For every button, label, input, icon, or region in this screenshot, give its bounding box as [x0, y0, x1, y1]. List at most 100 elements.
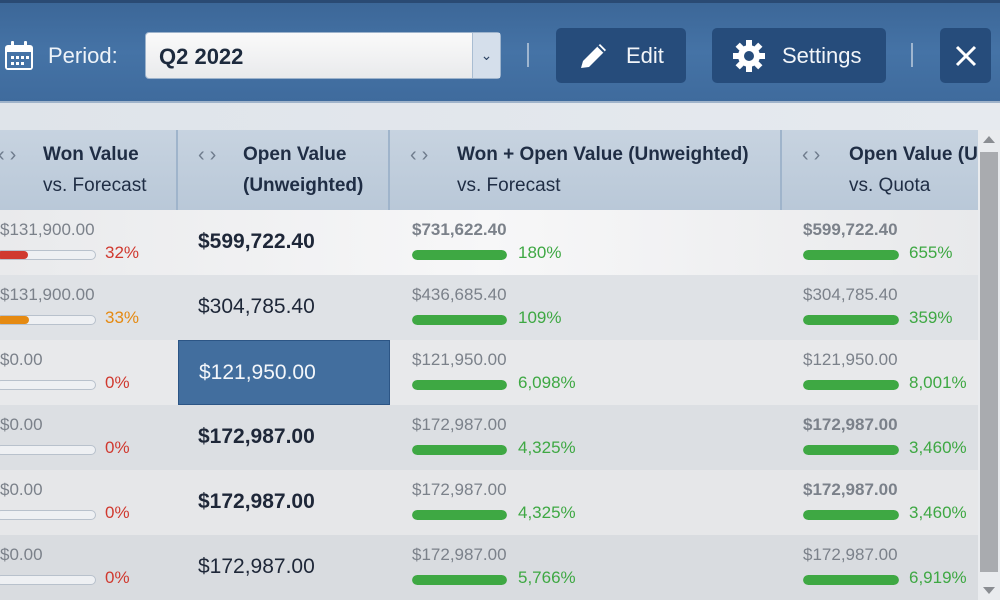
won-open-percent: 180%	[518, 243, 562, 262]
column-header-won-value[interactable]: ‹› Won Value vs. Forecast	[0, 130, 178, 210]
open-value-quota: $172,987.00	[803, 415, 898, 434]
open-value-quota-cell[interactable]: $172,987.00 6,919%	[782, 535, 978, 600]
won-value-cell[interactable]: $0.00 0%	[0, 535, 178, 600]
table-row[interactable]: $0.00 0% $172,987.00 $172,987.00 4,325% …	[0, 470, 978, 535]
open-value-quota-cell[interactable]: $172,987.00 3,460%	[782, 470, 978, 535]
column-nav-arrows-icon[interactable]: ‹›	[198, 144, 222, 166]
scroll-up-icon[interactable]	[983, 136, 995, 143]
gear-icon	[733, 39, 765, 72]
won-open-value-cell[interactable]: $172,987.00 4,325%	[390, 405, 782, 470]
open-quota-progress-bar	[803, 380, 899, 390]
progress-fill	[412, 510, 507, 520]
divider	[527, 43, 529, 67]
won-percent: 0%	[105, 438, 130, 457]
open-value-quota-cell[interactable]: $599,722.40 655%	[782, 210, 978, 275]
won-open-value-cell[interactable]: $172,987.00 5,766%	[390, 535, 782, 600]
scroll-down-icon[interactable]	[983, 587, 995, 594]
column-subtitle: (Unweighted)	[243, 175, 364, 196]
table-row[interactable]: $0.00 0% $172,987.00 $172,987.00 5,766% …	[0, 535, 978, 600]
progress-fill	[0, 316, 30, 324]
progress-fill	[803, 250, 899, 260]
open-value-cell[interactable]: $172,987.00	[178, 535, 390, 600]
edit-label: Edit	[626, 42, 664, 68]
won-value-cell[interactable]: $0.00 0%	[0, 340, 178, 405]
table-row[interactable]: $131,900.00 33% $304,785.40 $436,685.40 …	[0, 275, 978, 340]
progress-fill	[803, 575, 899, 585]
column-header-open-value[interactable]: ‹› Open Value (Unweighted)	[178, 130, 390, 210]
won-progress-bar	[0, 510, 96, 520]
table-row[interactable]: $131,900.00 32% $599,722.40 $731,622.40 …	[0, 210, 978, 275]
won-progress-bar	[0, 380, 96, 390]
close-icon	[955, 45, 976, 66]
open-value-cell[interactable]: $172,987.00	[178, 405, 390, 470]
won-progress-bar	[0, 315, 96, 325]
won-percent: 0%	[105, 503, 130, 522]
edit-button[interactable]: Edit	[556, 28, 686, 83]
open-value-quota: $121,950.00	[803, 350, 898, 369]
won-progress-bar	[0, 250, 96, 260]
pencil-icon	[581, 43, 606, 68]
won-open-progress-bar	[412, 380, 507, 390]
won-percent: 33%	[105, 308, 140, 327]
won-value-cell[interactable]: $131,900.00 33%	[0, 275, 178, 340]
open-quota-percent: 655%	[909, 243, 953, 262]
won-open-progress-bar	[412, 510, 507, 520]
open-quota-progress-bar	[803, 575, 899, 585]
won-open-value: $172,987.00	[412, 480, 507, 499]
won-value: $131,900.00	[0, 220, 95, 239]
data-grid: ‹› Won Value vs. Forecast ‹› Open Value …	[0, 130, 978, 600]
settings-button[interactable]: Settings	[712, 28, 886, 83]
open-value-quota: $172,987.00	[803, 480, 898, 499]
column-title: Open Value (U	[849, 144, 978, 165]
open-value-cell[interactable]: $599,722.40	[178, 210, 390, 275]
open-value: $599,722.40	[198, 230, 315, 253]
progress-fill	[803, 380, 899, 390]
open-value-cell[interactable]: $121,950.00	[178, 340, 390, 405]
period-label: Period:	[48, 43, 118, 68]
open-value-quota-cell[interactable]: $172,987.00 3,460%	[782, 405, 978, 470]
open-quota-progress-bar	[803, 250, 899, 260]
column-nav-arrows-icon[interactable]: ‹›	[410, 144, 434, 166]
open-value: $172,987.00	[198, 555, 315, 578]
progress-fill	[412, 250, 507, 260]
progress-fill	[0, 251, 29, 259]
open-value-quota-cell[interactable]: $121,950.00 8,001%	[782, 340, 978, 405]
open-value-cell[interactable]: $304,785.40	[178, 275, 390, 340]
won-open-percent: 4,325%	[518, 438, 576, 457]
calendar-icon	[5, 41, 33, 70]
scrollbar-thumb[interactable]	[980, 152, 998, 572]
progress-fill	[803, 445, 899, 455]
won-open-value-cell[interactable]: $436,685.40 109%	[390, 275, 782, 340]
open-value-quota: $172,987.00	[803, 545, 898, 564]
chevron-down-icon[interactable]: ⌄	[472, 33, 500, 78]
column-nav-arrows-icon[interactable]: ‹›	[802, 144, 826, 166]
won-open-value: $172,987.00	[412, 545, 507, 564]
open-quota-progress-bar	[803, 445, 899, 455]
open-value-cell[interactable]: $172,987.00	[178, 470, 390, 535]
progress-fill	[803, 510, 899, 520]
won-open-value-cell[interactable]: $121,950.00 6,098%	[390, 340, 782, 405]
column-title: Won Value	[43, 144, 139, 165]
toolbar: Period: Q2 2022 ⌄ Edit Settings	[0, 0, 1000, 103]
vertical-scrollbar[interactable]	[978, 130, 1000, 600]
period-select[interactable]: Q2 2022 ⌄	[145, 32, 501, 79]
won-value-cell[interactable]: $0.00 0%	[0, 405, 178, 470]
table-row[interactable]: $0.00 0% $172,987.00 $172,987.00 4,325% …	[0, 405, 978, 470]
won-value-cell[interactable]: $131,900.00 32%	[0, 210, 178, 275]
won-open-progress-bar	[412, 575, 507, 585]
open-value: $304,785.40	[198, 295, 315, 318]
won-progress-bar	[0, 445, 96, 455]
won-value-cell[interactable]: $0.00 0%	[0, 470, 178, 535]
table-row[interactable]: $0.00 0% $121,950.00 $121,950.00 6,098% …	[0, 340, 978, 405]
column-nav-arrows-icon[interactable]: ‹›	[0, 144, 22, 166]
close-button[interactable]	[940, 28, 991, 83]
column-header-open-value-quota[interactable]: ‹› Open Value (U vs. Quota	[782, 130, 978, 210]
column-header-won-open-value[interactable]: ‹› Won + Open Value (Unweighted) vs. For…	[390, 130, 782, 210]
won-open-value-cell[interactable]: $731,622.40 180%	[390, 210, 782, 275]
progress-fill	[412, 445, 507, 455]
open-value-quota-cell[interactable]: $304,785.40 359%	[782, 275, 978, 340]
won-value: $131,900.00	[0, 285, 95, 304]
won-open-value-cell[interactable]: $172,987.00 4,325%	[390, 470, 782, 535]
open-quota-percent: 3,460%	[909, 503, 967, 522]
won-open-value: $731,622.40	[412, 220, 507, 239]
